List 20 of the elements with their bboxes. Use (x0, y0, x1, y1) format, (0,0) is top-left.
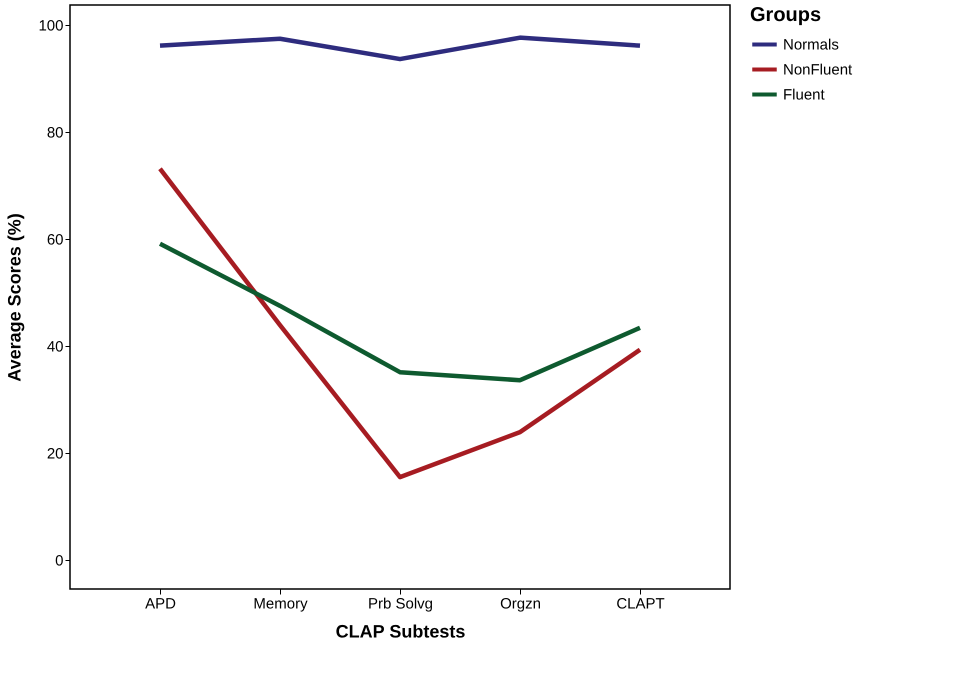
y-tick-label: 20 (46, 446, 64, 463)
y-tick-label: 60 (46, 231, 64, 248)
y-tick-label: 0 (55, 552, 64, 570)
legend-label: Normals (783, 36, 839, 54)
line-series (158, 166, 642, 480)
x-tick-label: APD (145, 596, 176, 612)
legend-title: Groups (750, 4, 822, 26)
x-axis-title: CLAP Subtests (336, 622, 466, 642)
y-tick-label: 40 (46, 338, 64, 356)
line-series (158, 241, 642, 382)
y-tick-label: 80 (46, 124, 64, 142)
y-axis-title: Average Scores (%) (4, 213, 24, 382)
x-tick-label: Prb Solvg (368, 596, 434, 612)
x-tick-label: Orgzn (500, 596, 541, 612)
x-tick-label: Memory (253, 596, 308, 612)
line-series (158, 35, 642, 62)
legend-label: Fluent (783, 86, 826, 104)
legend-label: NonFluent (783, 62, 854, 78)
y-tick-label: 100 (38, 17, 64, 34)
x-tick-label: CLAPT (616, 596, 665, 612)
